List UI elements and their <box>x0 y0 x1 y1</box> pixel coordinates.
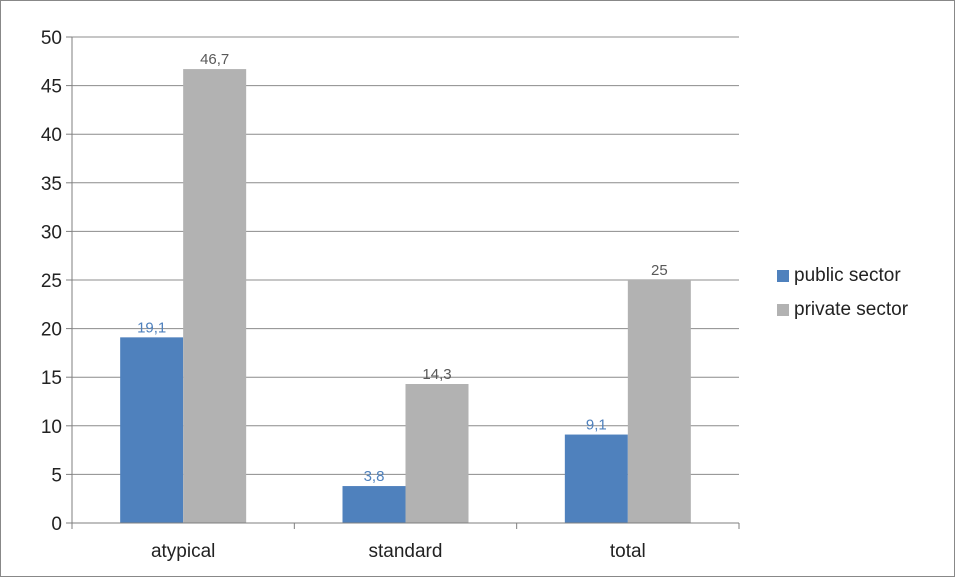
bar-public <box>120 337 184 523</box>
y-tick-label: 20 <box>41 320 62 341</box>
data-label: 9,1 <box>586 417 607 434</box>
x-category-label: atypical <box>151 541 215 562</box>
legend-label-private: private sector <box>794 299 909 320</box>
y-tick-label: 15 <box>41 368 62 389</box>
y-tick-label: 30 <box>41 222 62 243</box>
bar-public <box>564 434 628 523</box>
legend: public sector private sector <box>777 259 908 327</box>
data-label: 14,3 <box>422 366 451 383</box>
bars <box>120 69 691 524</box>
x-category-label: total <box>610 541 646 562</box>
legend-label-public: public sector <box>794 265 901 286</box>
y-tick-label: 10 <box>41 417 62 438</box>
data-label: 25 <box>651 262 668 279</box>
data-label: 46,7 <box>200 51 229 68</box>
legend-swatch-public <box>777 270 789 282</box>
legend-item-private: private sector <box>777 293 908 327</box>
y-tick-label: 40 <box>41 125 62 146</box>
y-tick-label: 35 <box>41 174 62 195</box>
y-tick-label: 5 <box>51 465 62 486</box>
data-label: 19,1 <box>137 319 166 336</box>
y-tick-label: 0 <box>51 514 62 535</box>
y-tick-label: 45 <box>41 77 62 98</box>
y-tick-label: 50 <box>41 28 62 49</box>
axes: 0 5 10 15 20 25 30 35 40 45 50 atypical standard tota… <box>41 28 740 562</box>
y-tick-label: 25 <box>41 271 62 292</box>
bar-private <box>183 69 247 524</box>
data-labels: 19,1 46,7 3,8 14,3 9,1 25 <box>137 51 668 485</box>
legend-swatch-private <box>777 304 789 316</box>
x-category-label: standard <box>369 541 443 562</box>
bar-public <box>342 486 406 523</box>
data-label: 3,8 <box>364 468 385 485</box>
bar-private <box>627 280 691 523</box>
legend-item-public: public sector <box>777 259 908 293</box>
bar-private <box>405 384 469 523</box>
